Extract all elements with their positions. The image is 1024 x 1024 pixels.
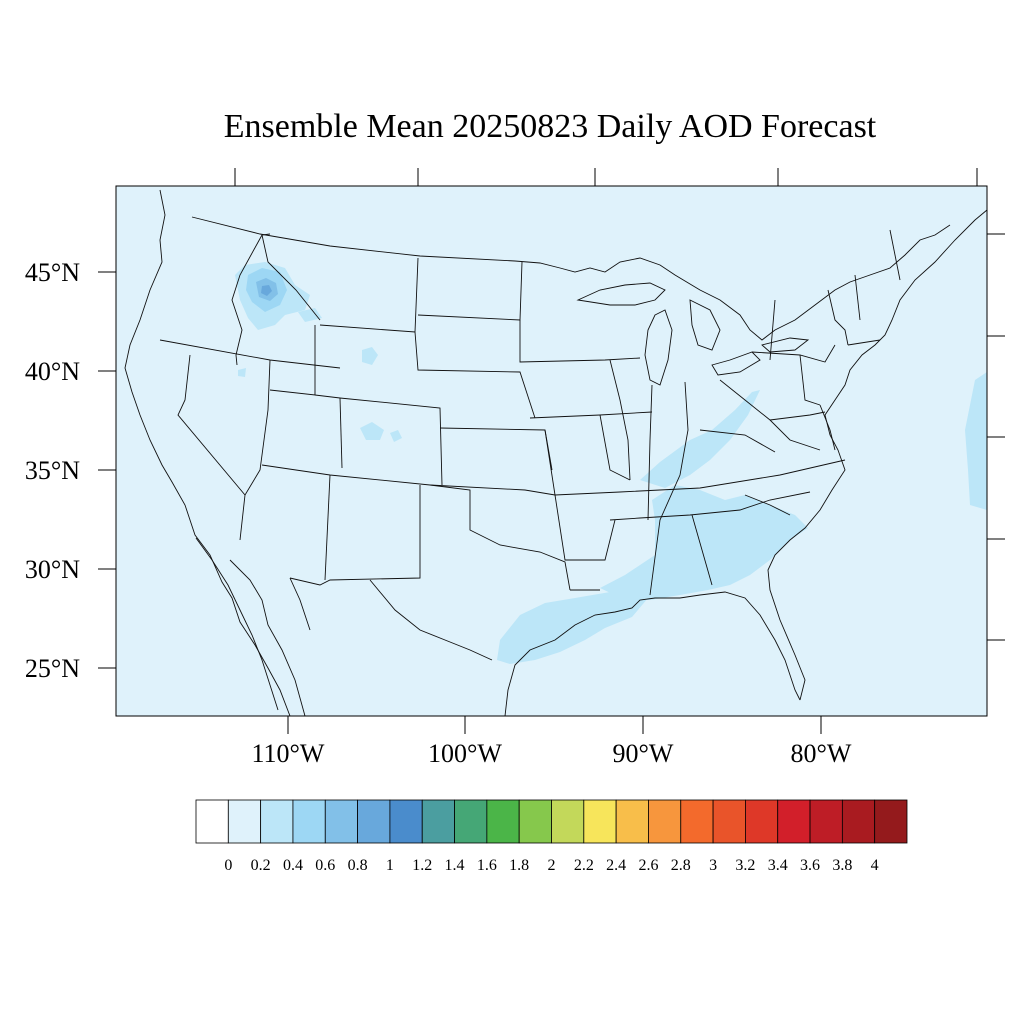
lat-label: 35°N <box>25 456 80 485</box>
colorbar-swatch <box>357 799 391 844</box>
colorbar-label: 3.6 <box>800 857 820 874</box>
colorbar-label: 1.4 <box>445 857 465 874</box>
colorbar <box>195 799 908 844</box>
colorbar-swatch <box>809 799 843 844</box>
colorbar-swatch <box>260 799 294 844</box>
colorbar-swatch <box>227 799 262 844</box>
lon-label: 80°W <box>791 739 852 768</box>
colorbar-label: 0.8 <box>348 857 368 874</box>
colorbar-label: 4 <box>871 857 879 874</box>
colorbar-label: 3.8 <box>832 857 852 874</box>
colorbar-swatch <box>615 799 649 844</box>
colorbar-label: 2 <box>548 857 556 874</box>
colorbar-swatch <box>324 799 358 844</box>
colorbar-label: 0.2 <box>251 857 271 874</box>
colorbar-swatch <box>195 799 229 844</box>
map-title: Ensemble Mean 20250823 Daily AOD Forecas… <box>223 108 877 145</box>
colorbar-label: 3 <box>709 857 717 874</box>
lon-label: 90°W <box>613 739 674 768</box>
colorbar-label: 2.4 <box>606 857 626 874</box>
lat-label: 40°N <box>25 357 80 386</box>
aod-contour-0.8-1.0 <box>261 285 272 296</box>
colorbar-swatch <box>648 799 682 844</box>
colorbar-label: 1.2 <box>412 857 432 874</box>
colorbar-swatch <box>712 799 746 844</box>
colorbar-label: 0.6 <box>315 857 335 874</box>
colorbar-label: 3.4 <box>768 857 788 874</box>
colorbar-swatch <box>874 799 908 844</box>
aod-field <box>124 189 987 716</box>
colorbar-swatch <box>551 799 585 844</box>
lat-labels: 45°N 40°N 35°N 30°N 25°N <box>25 258 80 683</box>
colorbar-label: 1.8 <box>509 857 529 874</box>
colorbar-label: 2.8 <box>671 857 691 874</box>
lat-label: 25°N <box>25 654 80 683</box>
lat-label: 30°N <box>25 555 80 584</box>
map-frame <box>115 185 988 717</box>
colorbar-swatch <box>421 799 455 844</box>
colorbar-swatch <box>486 799 520 844</box>
political-boundaries <box>124 189 987 716</box>
aod-contour-0.2-0.4 <box>235 262 987 664</box>
colorbar-label: 1.6 <box>477 857 497 874</box>
colorbar-label: 0 <box>224 857 232 874</box>
lon-label: 110°W <box>252 739 325 768</box>
colorbar-swatch <box>777 799 811 844</box>
colorbar-swatch <box>745 799 779 844</box>
colorbar-swatch <box>841 799 876 844</box>
colorbar-swatch <box>389 799 423 844</box>
colorbar-label: 0.4 <box>283 857 303 874</box>
colorbar-swatch <box>680 799 714 844</box>
colorbar-label: 3.2 <box>735 857 755 874</box>
colorbar-swatch <box>518 799 552 844</box>
colorbar-label: 2.2 <box>574 857 594 874</box>
colorbar-label: 1 <box>386 857 394 874</box>
lon-labels: 110°W 100°W 90°W 80°W <box>252 739 852 768</box>
lat-label: 45°N <box>25 258 80 287</box>
lon-label: 100°W <box>428 739 502 768</box>
colorbar-swatch <box>454 799 488 844</box>
colorbar-label: 2.6 <box>638 857 658 874</box>
colorbar-swatch <box>292 799 326 844</box>
colorbar-labels: 0 0.2 0.4 0.6 0.8 1 1.2 1.4 1.6 1.8 2 2.2 2.4 2.6 2.8 3… <box>224 857 878 874</box>
axis-ticks <box>98 168 1005 734</box>
colorbar-swatch <box>583 799 617 844</box>
